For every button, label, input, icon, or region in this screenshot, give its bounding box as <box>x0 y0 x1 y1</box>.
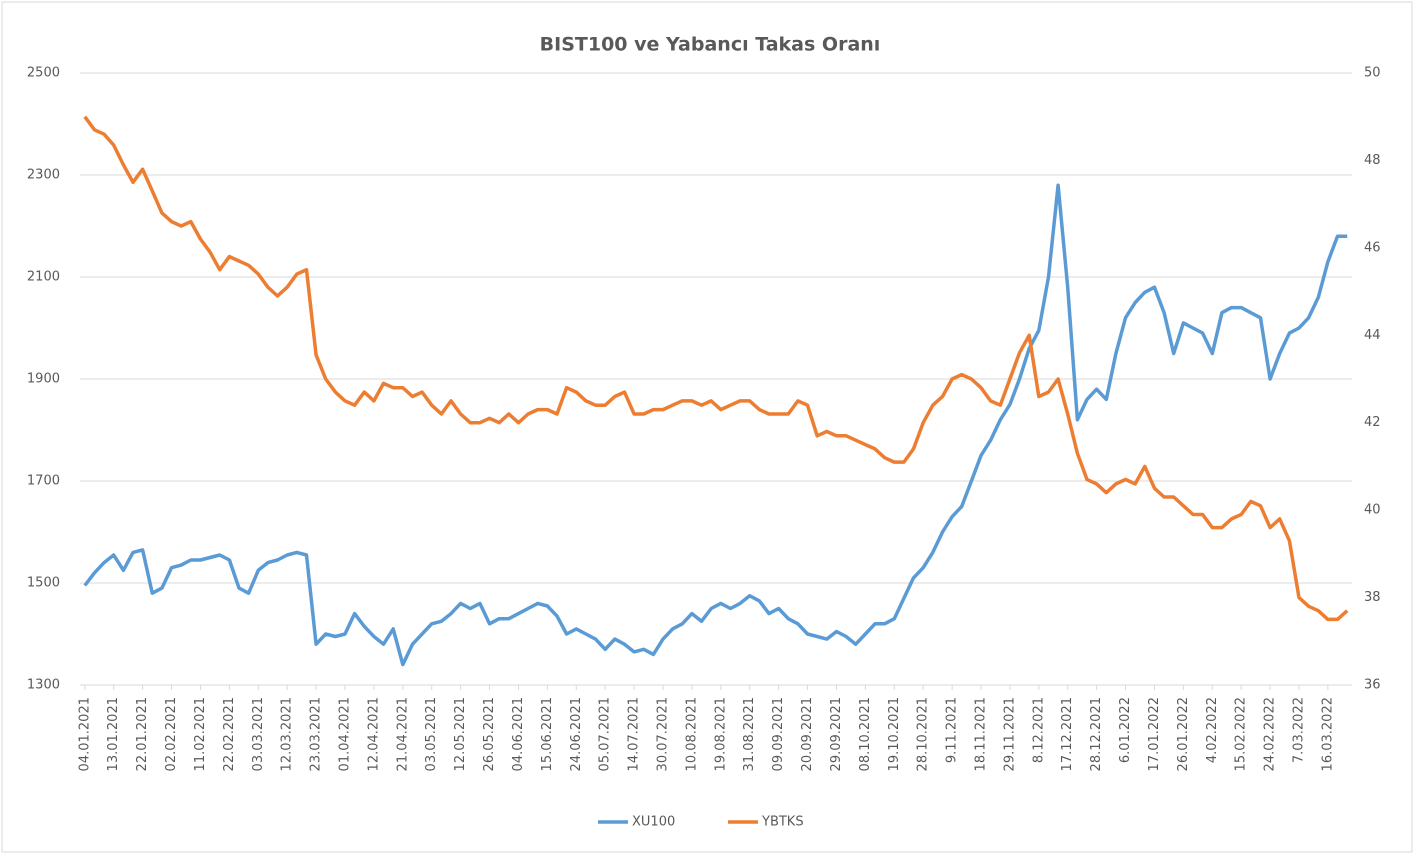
y-tick-label: 1900 <box>27 372 60 387</box>
x-tick-label: 17.12.2021 <box>1060 697 1075 771</box>
x-tick-label: 29.09.2021 <box>829 697 844 771</box>
x-tick-label: 9.11.2021 <box>945 697 960 763</box>
legend-label: XU100 <box>632 815 675 830</box>
x-tick-label: 29.11.2021 <box>1002 697 1017 771</box>
x-tick-label: 20.09.2021 <box>800 697 815 771</box>
y2-tick-label: 38 <box>1364 590 1381 605</box>
x-tick-label: 15.06.2021 <box>540 697 555 771</box>
y-tick-label: 2300 <box>27 168 60 183</box>
x-tick-label: 31.08.2021 <box>742 697 757 771</box>
x-tick-label: 28.12.2021 <box>1089 697 1104 771</box>
y-tick-label: 1300 <box>27 678 60 693</box>
y2-tick-label: 50 <box>1364 66 1381 81</box>
y2-tick-label: 44 <box>1364 328 1381 343</box>
y-tick-label: 2100 <box>27 270 60 285</box>
x-tick-label: 21.04.2021 <box>395 697 410 771</box>
x-tick-label: 18.11.2021 <box>974 697 989 771</box>
y-tick-label: 2500 <box>27 66 60 81</box>
x-tick-label: 05.07.2021 <box>598 697 613 771</box>
x-tick-label: 23.03.2021 <box>309 697 324 771</box>
y2-tick-label: 36 <box>1364 678 1381 693</box>
legend-label: YBTKS <box>761 815 804 830</box>
x-tick-label: 24.06.2021 <box>569 697 584 771</box>
x-tick-label: 09.09.2021 <box>771 697 786 771</box>
x-tick-label: 16.03.2022 <box>1320 697 1335 771</box>
y2-tick-label: 40 <box>1364 503 1381 518</box>
y2-tick-label: 48 <box>1364 153 1381 168</box>
x-tick-label: 24.02.2022 <box>1263 697 1278 771</box>
x-tick-label: 10.08.2021 <box>684 697 699 771</box>
x-tick-label: 12.04.2021 <box>366 697 381 771</box>
x-tick-label: 4.02.2022 <box>1205 697 1220 763</box>
x-tick-label: 30.07.2021 <box>656 697 671 771</box>
x-tick-label: 03.05.2021 <box>424 697 439 771</box>
x-tick-label: 19.10.2021 <box>887 697 902 771</box>
x-tick-label: 11.02.2021 <box>193 697 208 771</box>
y2-tick-label: 42 <box>1364 415 1381 430</box>
x-tick-label: 14.07.2021 <box>627 697 642 771</box>
x-tick-label: 08.10.2021 <box>858 697 873 771</box>
x-tick-label: 7.03.2022 <box>1292 697 1307 763</box>
x-tick-label: 17.01.2022 <box>1147 697 1162 771</box>
x-tick-label: 22.01.2021 <box>135 697 150 771</box>
x-tick-label: 12.03.2021 <box>280 697 295 771</box>
x-tick-label: 19.08.2021 <box>713 697 728 771</box>
x-tick-label: 13.01.2021 <box>106 697 121 771</box>
y2-tick-label: 46 <box>1364 240 1381 255</box>
x-tick-label: 03.03.2021 <box>251 697 266 771</box>
y-tick-label: 1700 <box>27 474 60 489</box>
x-tick-label: 04.01.2021 <box>77 697 92 771</box>
x-tick-label: 8.12.2021 <box>1031 697 1046 763</box>
x-tick-label: 28.10.2021 <box>916 697 931 771</box>
x-tick-label: 04.06.2021 <box>511 697 526 771</box>
x-tick-label: 12.05.2021 <box>453 697 468 771</box>
x-tick-label: 02.02.2021 <box>164 697 179 771</box>
series-line <box>83 183 1348 667</box>
x-tick-label: 22.02.2021 <box>222 697 237 771</box>
x-tick-label: 01.04.2021 <box>338 697 353 771</box>
x-tick-label: 26.05.2021 <box>482 697 497 771</box>
x-tick-label: 26.01.2022 <box>1176 697 1191 771</box>
x-tick-label: 15.02.2022 <box>1234 697 1249 771</box>
chart-title: BIST100 ve Yabancı Takas Oranı <box>540 34 881 56</box>
x-tick-label: 6.01.2022 <box>1118 697 1133 763</box>
series-line <box>83 115 1349 622</box>
y-tick-label: 1500 <box>27 576 60 591</box>
